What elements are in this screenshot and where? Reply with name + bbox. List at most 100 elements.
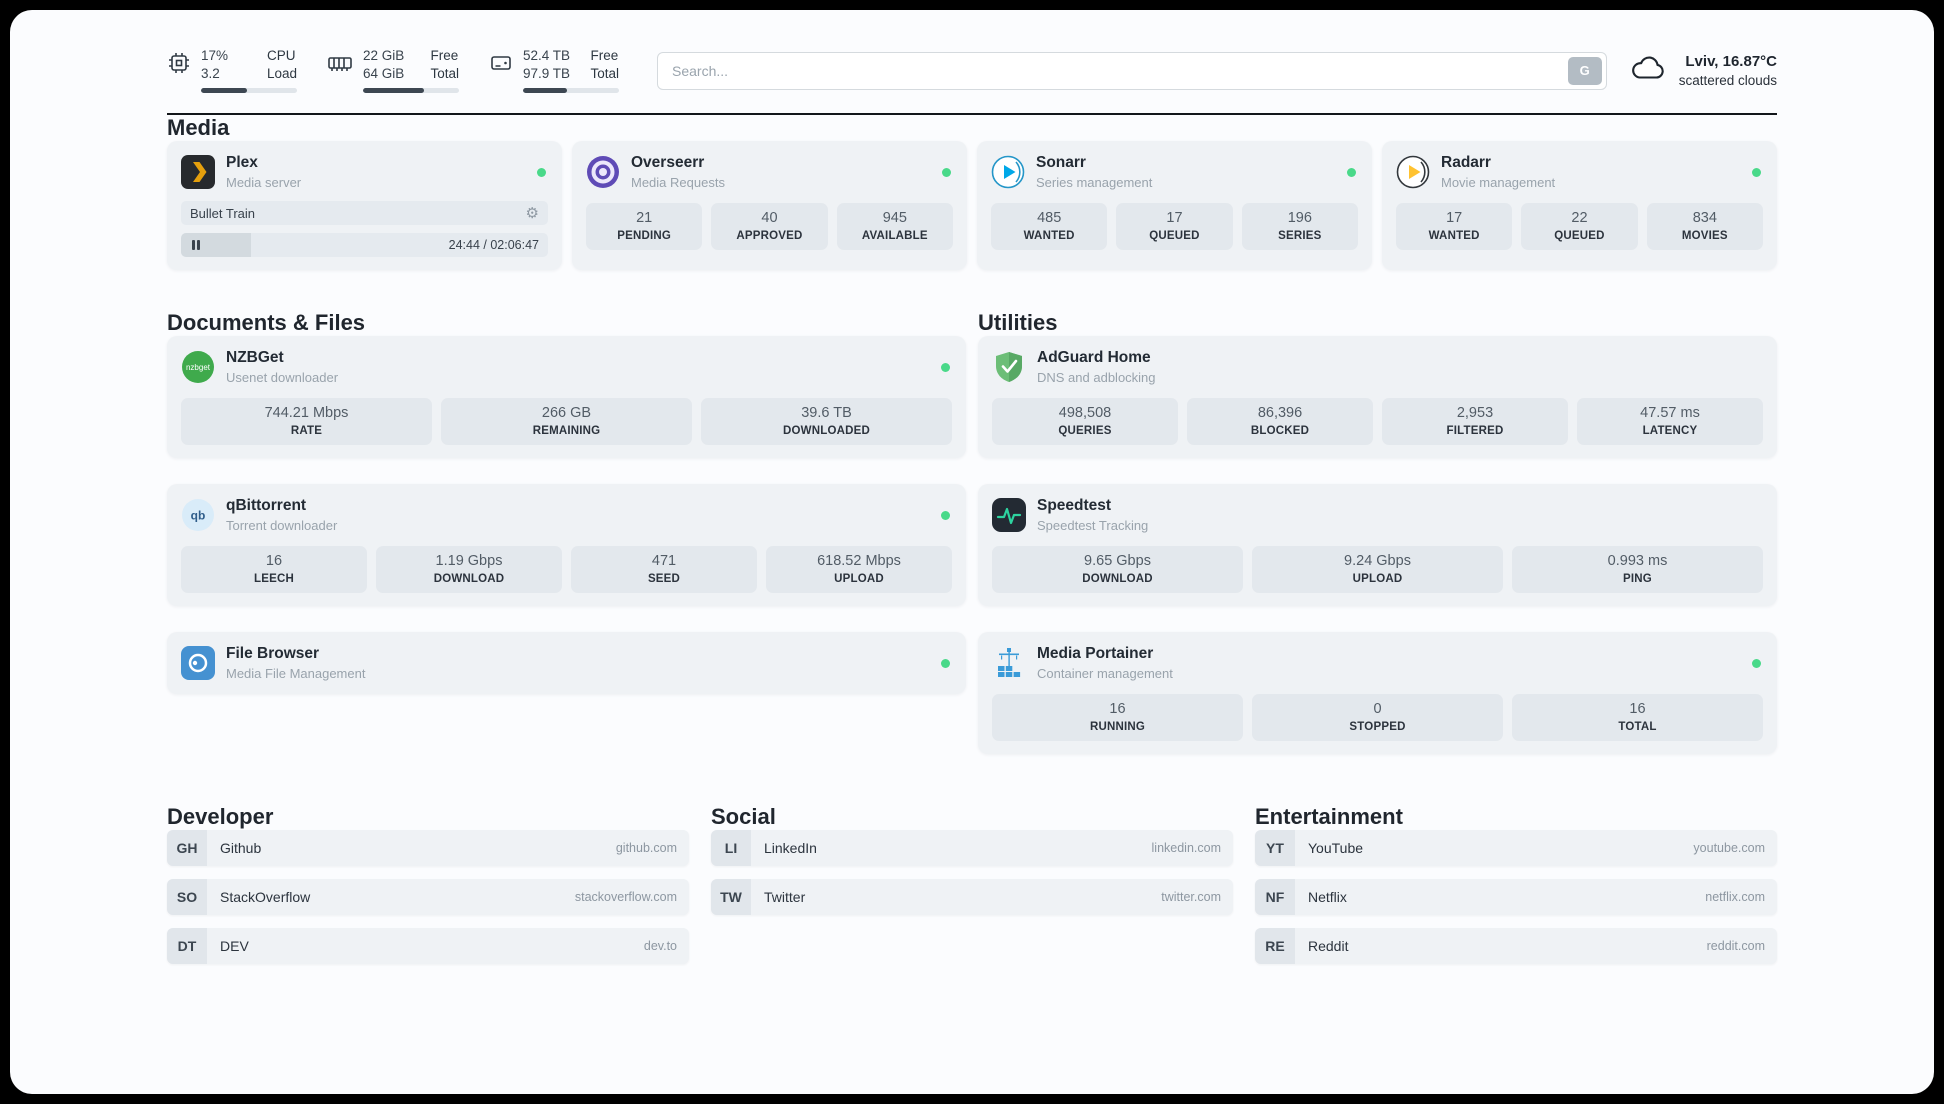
settings-gear-icon[interactable]: ⚙: [525, 204, 539, 222]
sonarr-app-link[interactable]: Sonarr Series management: [991, 154, 1358, 190]
ram-icon: [327, 51, 353, 80]
app-title: AdGuard Home: [1037, 349, 1151, 366]
bookmark-name: Netflix: [1308, 889, 1347, 905]
section-title-media: Media: [167, 115, 230, 140]
nzbget-icon: nzbget: [181, 350, 215, 384]
nzbget-app-link[interactable]: nzbget NZBGet Usenet downloader: [181, 349, 952, 385]
disk-free: 52.4 TB: [523, 48, 571, 63]
bookmark-abbr: DT: [167, 928, 207, 964]
stat-box: 1.19 Gbps DOWNLOAD: [376, 546, 562, 593]
bookmark-netflix[interactable]: NF Netflix netflix.com: [1255, 879, 1777, 915]
stat-row: 16 RUNNING 0 STOPPED 16 TOTAL: [992, 694, 1763, 741]
stat-box: 17 QUEUED: [1116, 203, 1233, 250]
memory-widget: 22 GiB 64 GiB Free Total: [327, 48, 459, 93]
stat-box: 16 LEECH: [181, 546, 367, 593]
app-title: NZBGet: [226, 349, 284, 366]
disk-label: Free: [590, 48, 619, 63]
search-input[interactable]: [657, 51, 1607, 90]
svg-text:qb: qb: [191, 509, 206, 523]
status-dot: [942, 167, 951, 177]
portainer-app-link[interactable]: Media Portainer Container management: [992, 645, 1763, 681]
bookmark-url: reddit.com: [1706, 939, 1765, 953]
app-title: Media Portainer: [1037, 645, 1154, 662]
plex-time: 24:44 / 02:06:47: [448, 238, 539, 252]
top-bar: 17% 3.2 CPU Load: [167, 10, 1777, 93]
bookmark-reddit[interactable]: RE Reddit reddit.com: [1255, 928, 1777, 964]
plex-app-link[interactable]: Plex Media server: [181, 154, 548, 190]
bookmark-youtube[interactable]: YT YouTube youtube.com: [1255, 830, 1777, 866]
stat-box: 266 GB REMAINING: [441, 398, 692, 445]
search-box: G: [657, 51, 1607, 90]
radarr-app-link[interactable]: Radarr Movie management: [1396, 154, 1763, 190]
svg-text:nzbget: nzbget: [186, 363, 211, 372]
overseerr-icon: [586, 155, 620, 189]
weather-widget: Lviv, 16.87°C scattered clouds: [1629, 52, 1777, 89]
bookmark-name: LinkedIn: [764, 840, 817, 856]
stat-box: 945 AVAILABLE: [836, 203, 953, 250]
overseerr-app-link[interactable]: Overseerr Media Requests: [586, 154, 953, 190]
bookmark-dev[interactable]: DT DEV dev.to: [167, 928, 689, 964]
app-title: Plex: [226, 154, 258, 171]
qbittorrent-icon: qb: [181, 498, 215, 532]
qbittorrent-app-link[interactable]: qb qBittorrent Torrent downloader: [181, 497, 952, 533]
memory-bar: [363, 88, 459, 93]
app-title: Speedtest: [1037, 497, 1112, 514]
bookmark-name: StackOverflow: [220, 889, 311, 905]
stat-row: 21 PENDING 40 APPROVED 945 AVAILABLE: [586, 203, 953, 250]
app-card-speedtest: Speedtest Speedtest Tracking 9.65 Gbps DO…: [978, 484, 1777, 606]
app-card-sonarr: Sonarr Series management 485 WANTED 17 QUE…: [977, 141, 1372, 270]
app-subtitle: Media server: [226, 175, 302, 190]
bookmark-abbr: YT: [1255, 830, 1295, 866]
section-title-social: Social: [711, 804, 776, 829]
app-card-plex: Plex Media server Bullet Train ⚙ 24:44 /…: [167, 141, 562, 270]
speedtest-app-link[interactable]: Speedtest Speedtest Tracking: [992, 497, 1763, 533]
bookmark-url: linkedin.com: [1151, 841, 1221, 855]
app-subtitle: Torrent downloader: [226, 518, 338, 533]
bookmark-abbr: LI: [711, 830, 751, 866]
disk-icon: [489, 51, 513, 80]
app-card-portainer: Media Portainer Container management 16 R…: [978, 632, 1777, 754]
app-subtitle: Series management: [1036, 175, 1153, 190]
bookmark-abbr: TW: [711, 879, 751, 915]
cpu-percent: 17%: [201, 48, 229, 63]
search-engine-button[interactable]: G: [1567, 56, 1602, 85]
bookmark-group-developer: Developer GH Github github.com SO StackO…: [167, 804, 689, 977]
pause-icon[interactable]: [190, 239, 202, 251]
stat-box: 471 SEED: [571, 546, 757, 593]
status-dot: [537, 167, 546, 177]
bookmark-url: netflix.com: [1705, 890, 1765, 904]
portainer-icon: [992, 646, 1026, 680]
stat-row: 744.21 Mbps RATE 266 GB REMAINING 39.6 TB D…: [181, 398, 952, 445]
adguard-app-link[interactable]: AdGuard Home DNS and adblocking: [992, 349, 1763, 385]
app-subtitle: Movie management: [1441, 175, 1556, 190]
cpu-label2: Load: [266, 66, 297, 81]
stat-row: 498,508 QUERIES 86,396 BLOCKED 2,953 FILTER…: [992, 398, 1763, 445]
bookmark-twitter[interactable]: TW Twitter twitter.com: [711, 879, 1233, 915]
plex-now-playing: Bullet Train ⚙: [181, 201, 548, 225]
cpu-load: 3.2: [201, 66, 220, 81]
app-subtitle: Media File Management: [226, 666, 366, 681]
bookmark-linkedin[interactable]: LI LinkedIn linkedin.com: [711, 830, 1233, 866]
plex-track-title: Bullet Train: [190, 205, 256, 221]
app-subtitle: Usenet downloader: [226, 370, 339, 385]
memory-free: 22 GiB: [363, 48, 405, 63]
memory-label: Free: [430, 48, 459, 63]
weather-location: Lviv, 16.87°C: [1685, 53, 1777, 70]
bookmark-url: youtube.com: [1693, 841, 1765, 855]
disk-total: 97.9 TB: [523, 66, 571, 81]
app-card-nzbget: nzbget NZBGet Usenet downloader 744.21 M…: [167, 336, 966, 458]
stat-box: 744.21 Mbps RATE: [181, 398, 432, 445]
plex-seek-bar[interactable]: 24:44 / 02:06:47: [181, 233, 548, 257]
status-dot: [1752, 167, 1761, 177]
stat-box: 39.6 TB DOWNLOADED: [701, 398, 952, 445]
bookmark-abbr: GH: [167, 830, 207, 866]
cpu-label: CPU: [266, 48, 296, 63]
stat-box: 22 QUEUED: [1521, 203, 1638, 250]
stat-box: 47.57 ms LATENCY: [1577, 398, 1763, 445]
section-title-entertainment: Entertainment: [1255, 804, 1403, 829]
bookmark-stackoverflow[interactable]: SO StackOverflow stackoverflow.com: [167, 879, 689, 915]
header-divider: [167, 113, 1777, 115]
bookmark-github[interactable]: GH Github github.com: [167, 830, 689, 866]
filebrowser-app-link[interactable]: File Browser Media File Management: [181, 645, 952, 681]
app-card-filebrowser: File Browser Media File Management: [167, 632, 966, 694]
